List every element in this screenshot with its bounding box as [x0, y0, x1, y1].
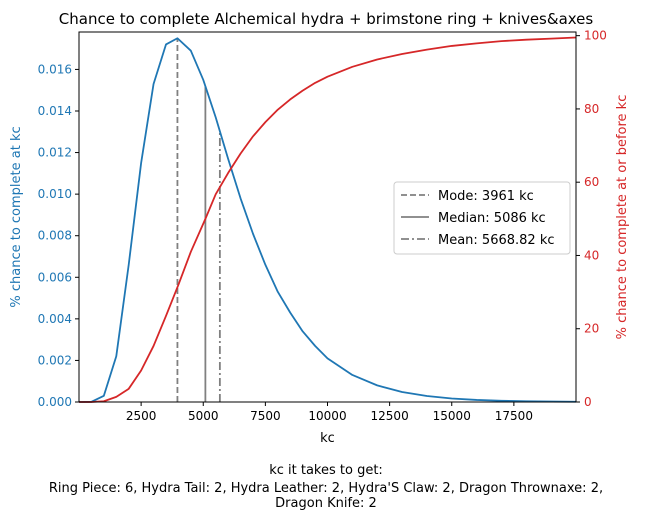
x-tick-label: 5000 — [188, 409, 219, 423]
y-right-tick-label: 20 — [584, 322, 599, 336]
y-right-tick-label: 60 — [584, 175, 599, 189]
legend-box — [393, 181, 571, 255]
x-tick-label: 17500 — [495, 409, 533, 423]
y-left-tick-label: 0.006 — [38, 270, 72, 284]
pdf-series-line — [78, 37, 577, 403]
y-axis-right-label: % chance to complete at or before kc — [615, 95, 630, 340]
legend-label-mode: Mode: 3961 kc — [438, 189, 534, 204]
legend-label-mean: Mean: 5668.82 kc — [438, 233, 555, 248]
y-left-tick-label: 0.012 — [38, 146, 72, 160]
x-tick-label: 15000 — [433, 409, 471, 423]
x-tick-label: 10000 — [308, 409, 346, 423]
x-tick-label: 2500 — [126, 409, 157, 423]
caption-line-2: Ring Piece: 6, Hydra Tail: 2, Hydra Leat… — [49, 481, 603, 496]
y-left-tick-label: 0.004 — [38, 312, 72, 326]
y-right-tick-label: 40 — [584, 248, 599, 262]
legend: Mode: 3961 kc Median: 5086 kc Mean: 5668.8… — [393, 181, 571, 255]
y-left-tick-label: 0.002 — [38, 353, 72, 367]
y-axis-left-label: % chance to complete at kc — [9, 126, 24, 307]
caption-line-1: kc it takes to get: — [269, 463, 383, 478]
caption-line-3: Dragon Knife: 2 — [275, 496, 377, 511]
cdf-series-line — [78, 36, 577, 403]
y-left-tick-label: 0.014 — [38, 104, 72, 118]
x-tick-label: 7500 — [250, 409, 281, 423]
y-left-tick-label: 0.008 — [38, 229, 72, 243]
legend-label-median: Median: 5086 kc — [438, 211, 546, 226]
y-right-tick-label: 100 — [584, 29, 607, 43]
chart-title: Chance to complete Alchemical hydra + br… — [59, 10, 594, 28]
x-axis-label: kc — [320, 431, 335, 446]
axes: 2500 5000 7500 10000 12500 15000 17500 0.000 0.0… — [38, 29, 607, 423]
x-tick-label: 12500 — [371, 409, 409, 423]
y-right-tick-label: 0 — [584, 395, 592, 409]
y-left-tick-label: 0.010 — [38, 187, 72, 201]
y-left-tick-label: 0.000 — [38, 395, 72, 409]
y-right-tick-label: 80 — [584, 102, 599, 116]
y-left-tick-label: 0.016 — [38, 62, 72, 76]
plot-area — [78, 36, 577, 403]
